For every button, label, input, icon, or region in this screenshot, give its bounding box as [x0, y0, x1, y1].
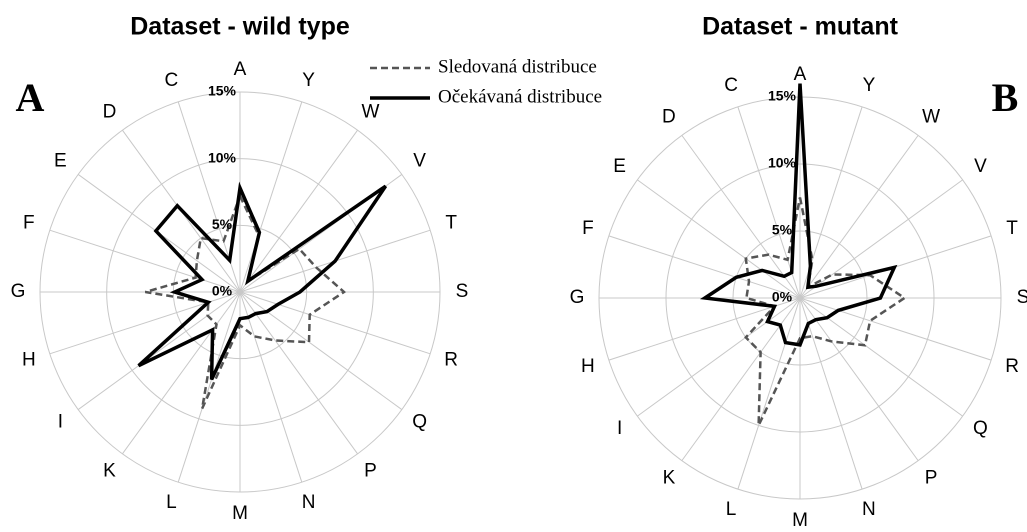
- series-line: [137, 181, 388, 381]
- category-label: C: [165, 70, 179, 91]
- r-tick-label: 10%: [768, 155, 797, 171]
- spoke: [608, 297, 801, 361]
- category-label: Y: [302, 70, 315, 91]
- category-label: E: [613, 156, 626, 177]
- series-line: [744, 197, 907, 426]
- category-label: S: [456, 281, 469, 302]
- spoke: [681, 135, 801, 299]
- category-label: I: [617, 418, 622, 439]
- category-label: G: [11, 281, 26, 302]
- r-tick-label: 0%: [772, 289, 793, 305]
- category-label: L: [166, 492, 177, 513]
- category-label: I: [58, 412, 63, 433]
- panel-label: A: [16, 75, 45, 120]
- spoke: [239, 101, 303, 293]
- category-label: R: [444, 350, 458, 371]
- series-line: [699, 83, 898, 347]
- category-label: F: [582, 218, 594, 239]
- category-label: D: [103, 101, 117, 122]
- r-tick-label: 10%: [208, 149, 237, 165]
- spoke: [799, 297, 863, 490]
- r-tick-label: 0%: [212, 283, 233, 299]
- category-label: C: [724, 75, 738, 96]
- category-label: H: [22, 350, 36, 371]
- spoke: [799, 297, 919, 461]
- spoke: [799, 297, 963, 417]
- spoke: [737, 297, 801, 490]
- spoke: [637, 297, 801, 417]
- spoke: [239, 291, 431, 355]
- category-label: W: [922, 107, 940, 128]
- spoke: [239, 129, 358, 293]
- category-label: P: [364, 461, 377, 482]
- category-label: K: [103, 461, 116, 482]
- r-tick-label: 15%: [208, 83, 237, 99]
- category-label: T: [1006, 218, 1018, 239]
- legend-label: Očekávaná distribuce: [438, 86, 602, 107]
- category-label: E: [54, 151, 67, 172]
- spoke: [77, 291, 241, 410]
- legend-label: Sledovaná distribuce: [438, 56, 597, 77]
- spoke: [637, 179, 801, 299]
- category-label: S: [1017, 287, 1027, 308]
- category-label: Q: [973, 418, 988, 439]
- category-label: F: [23, 212, 35, 233]
- chart-title: Dataset - mutant: [702, 13, 899, 41]
- category-label: G: [570, 287, 585, 308]
- category-label: T: [445, 212, 457, 233]
- spoke: [608, 235, 801, 299]
- r-tick-label: 5%: [212, 216, 233, 232]
- category-label: H: [581, 356, 595, 377]
- spoke: [239, 291, 358, 455]
- spoke: [122, 291, 241, 455]
- category-label: M: [232, 503, 248, 524]
- spoke: [799, 297, 992, 361]
- category-label: V: [413, 151, 426, 172]
- spoke: [681, 297, 801, 461]
- r-tick-label: 15%: [768, 88, 797, 104]
- category-label: L: [726, 499, 737, 520]
- spoke: [49, 229, 241, 293]
- category-label: A: [234, 59, 247, 80]
- category-label: R: [1005, 356, 1019, 377]
- spoke: [177, 291, 241, 483]
- category-label: N: [302, 492, 316, 513]
- category-label: Y: [863, 75, 876, 96]
- spoke: [799, 135, 919, 299]
- category-label: P: [925, 467, 938, 488]
- spoke: [239, 291, 403, 410]
- r-tick-label: 5%: [772, 222, 793, 238]
- spoke: [799, 179, 963, 299]
- series-line: [144, 192, 347, 410]
- category-label: M: [792, 510, 808, 531]
- category-label: K: [663, 467, 676, 488]
- category-label: N: [862, 499, 876, 520]
- category-label: A: [794, 64, 807, 85]
- panel-label: B: [992, 75, 1019, 120]
- category-label: V: [974, 156, 987, 177]
- chart-title: Dataset - wild type: [130, 13, 350, 41]
- category-label: Q: [412, 412, 427, 433]
- category-label: D: [662, 107, 676, 128]
- category-label: W: [362, 101, 380, 122]
- spoke: [239, 291, 303, 483]
- spoke: [737, 106, 801, 299]
